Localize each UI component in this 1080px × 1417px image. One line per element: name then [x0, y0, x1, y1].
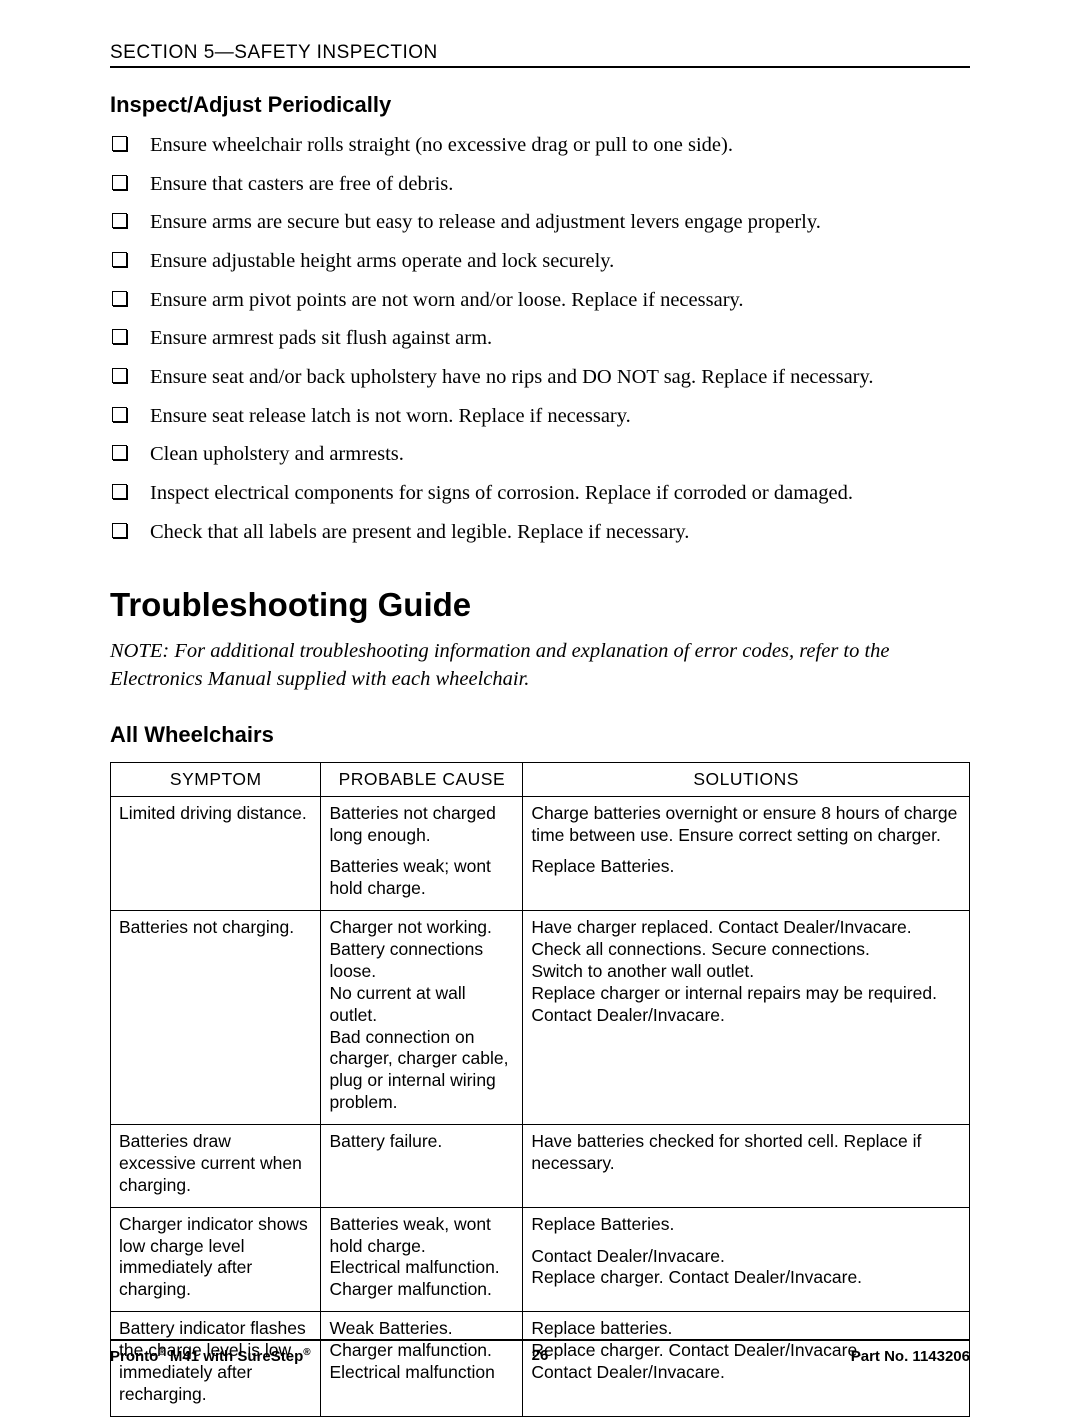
checklist-item-text: Ensure that casters are free of debris.: [150, 173, 453, 195]
td-cause-text: Batteries weak, wont hold charge. Electr…: [329, 1214, 514, 1302]
footer-page-number: 26: [110, 1347, 970, 1364]
checklist-item: Ensure seat release latch is not worn. R…: [138, 403, 970, 431]
td-solutions-text: Contact Dealer/Invacare. Replace charger…: [531, 1246, 961, 1290]
subheading-all-wheelchairs: All Wheelchairs: [110, 722, 970, 748]
td-solutions: Have charger replaced. Contact Dealer/In…: [523, 911, 970, 1125]
checkbox-icon: [112, 407, 127, 422]
checklist-item: Ensure that casters are free of debris.: [138, 171, 970, 199]
table-row: Batteries draw excessive current when ch…: [111, 1125, 970, 1208]
td-symptom-text: Charger indicator shows low charge level…: [119, 1214, 312, 1302]
checklist-item: Check that all labels are present and le…: [138, 519, 970, 547]
inspect-checklist: Ensure wheelchair rolls straight (no exc…: [110, 132, 970, 546]
td-solutions-text: Have batteries checked for shorted cell.…: [531, 1131, 961, 1175]
td-symptom: Limited driving distance.: [111, 796, 321, 911]
td-symptom-text: Limited driving distance.: [119, 803, 312, 825]
checkbox-icon: [112, 213, 127, 228]
td-solutions: Have batteries checked for shorted cell.…: [523, 1125, 970, 1208]
troubleshooting-table: SYMPTOM PROBABLE CAUSE SOLUTIONS Limited…: [110, 762, 970, 1417]
td-symptom-text: Batteries not charging.: [119, 917, 312, 939]
checklist-item: Ensure arm pivot points are not worn and…: [138, 287, 970, 315]
td-symptom: Batteries draw excessive current when ch…: [111, 1125, 321, 1208]
checkbox-icon: [112, 523, 127, 538]
td-cause: Batteries not charged long enough. Batter…: [321, 796, 523, 911]
checkbox-icon: [112, 252, 127, 267]
td-cause: Charger not working. Battery connections…: [321, 911, 523, 1125]
checklist-item-text: Ensure arm pivot points are not worn and…: [150, 289, 744, 311]
checklist-item-text: Ensure armrest pads sit flush against ar…: [150, 327, 492, 349]
table-row: Limited driving distance. Batteries not c…: [111, 796, 970, 911]
checkbox-icon: [112, 445, 127, 460]
td-cause: Batteries weak, wont hold charge. Electr…: [321, 1207, 523, 1312]
checklist-item-text: Ensure adjustable height arms operate an…: [150, 250, 614, 272]
th-symptom: SYMPTOM: [111, 762, 321, 796]
td-solutions-text: Have charger replaced. Contact Dealer/In…: [531, 917, 961, 1026]
td-symptom: Batteries not charging.: [111, 911, 321, 1125]
checklist-item: Ensure wheelchair rolls straight (no exc…: [138, 132, 970, 160]
table-row: Charger indicator shows low charge level…: [111, 1207, 970, 1312]
checkbox-icon: [112, 291, 127, 306]
td-symptom: Charger indicator shows low charge level…: [111, 1207, 321, 1312]
td-cause: Battery failure.: [321, 1125, 523, 1208]
checklist-item: Ensure adjustable height arms operate an…: [138, 248, 970, 276]
th-solutions: SOLUTIONS: [523, 762, 970, 796]
checklist-item-text: Inspect electrical components for signs …: [150, 482, 853, 504]
td-solutions-text: Replace Batteries.: [531, 1214, 961, 1236]
td-solutions-text: Charge batteries overnight or ensure 8 h…: [531, 803, 961, 847]
td-cause-text: Batteries not charged long enough.: [329, 803, 514, 847]
checkbox-icon: [112, 484, 127, 499]
checkbox-icon: [112, 136, 127, 151]
td-solutions: Replace Batteries. Contact Dealer/Invacar…: [523, 1207, 970, 1312]
section-header: SECTION 5—SAFETY INSPECTION: [110, 42, 970, 68]
subheading-inspect-adjust: Inspect/Adjust Periodically: [110, 92, 970, 118]
checklist-item: Ensure seat and/or back upholstery have …: [138, 364, 970, 392]
checklist-item-text: Check that all labels are present and le…: [150, 521, 689, 543]
td-solutions: Charge batteries overnight or ensure 8 h…: [523, 796, 970, 911]
td-cause-text: Battery failure.: [329, 1131, 514, 1153]
checklist-item: Inspect electrical components for signs …: [138, 480, 970, 508]
checklist-item: Ensure arms are secure but easy to relea…: [138, 209, 970, 237]
troubleshooting-guide-title: Troubleshooting Guide: [110, 586, 970, 624]
td-symptom-text: Batteries draw excessive current when ch…: [119, 1131, 312, 1197]
table-header-row: SYMPTOM PROBABLE CAUSE SOLUTIONS: [111, 762, 970, 796]
checklist-item-text: Ensure wheelchair rolls straight (no exc…: [150, 134, 733, 156]
checklist-item-text: Clean upholstery and armrests.: [150, 443, 404, 465]
checklist-item: Ensure armrest pads sit flush against ar…: [138, 325, 970, 353]
td-cause-text: Charger not working. Battery connections…: [329, 917, 514, 1114]
checkbox-icon: [112, 329, 127, 344]
table-body: Limited driving distance. Batteries not c…: [111, 796, 970, 1416]
checklist-item: Clean upholstery and armrests.: [138, 441, 970, 469]
checklist-item-text: Ensure seat release latch is not worn. R…: [150, 405, 631, 427]
th-cause: PROBABLE CAUSE: [321, 762, 523, 796]
td-cause-text: Batteries weak; wont hold charge.: [329, 856, 514, 900]
checklist-item-text: Ensure seat and/or back upholstery have …: [150, 366, 874, 388]
checklist-item-text: Ensure arms are secure but easy to relea…: [150, 211, 821, 233]
table-row: Batteries not charging. Charger not worki…: [111, 911, 970, 1125]
checkbox-icon: [112, 175, 127, 190]
td-solutions-text: Replace Batteries.: [531, 856, 961, 878]
troubleshooting-note: NOTE: For additional troubleshooting inf…: [110, 638, 970, 693]
page-footer: Pronto® M41 with SureStep® 26 Part No. 1…: [110, 1339, 970, 1365]
checkbox-icon: [112, 368, 127, 383]
